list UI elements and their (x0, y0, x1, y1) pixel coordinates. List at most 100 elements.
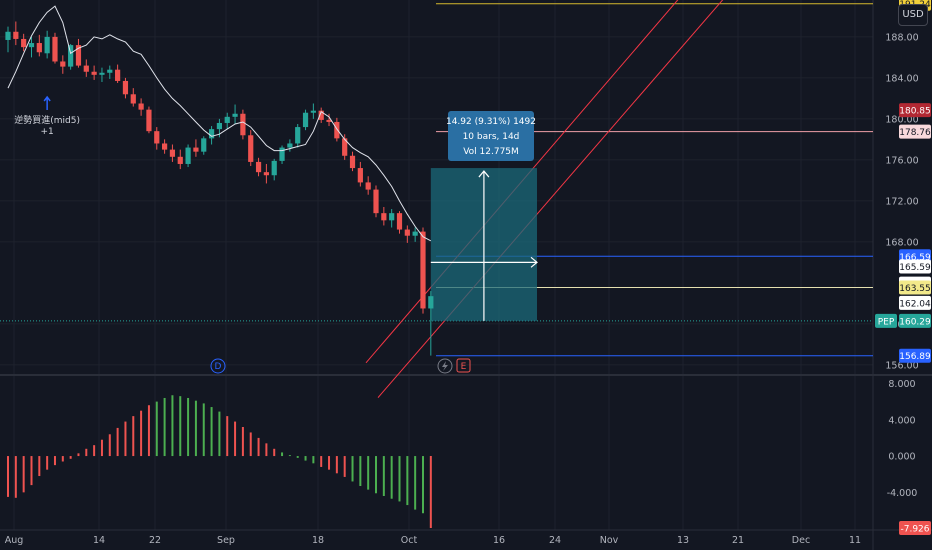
price-label (899, 295, 931, 310)
time-tick-label: 13 (677, 535, 689, 546)
candle-body (263, 172, 269, 176)
price-label (899, 103, 931, 118)
candle-body (412, 231, 418, 236)
candle-body (396, 213, 403, 230)
symbol-tag-label: PEP (878, 317, 895, 327)
measure-arrow-head (478, 170, 490, 178)
measure-arrow-head (530, 256, 538, 268)
candle-body (13, 31, 19, 39)
price-tick-label: 168.00 (885, 237, 918, 248)
candle-body (357, 168, 363, 183)
oscillator-tick-label: 0.000 (888, 452, 915, 463)
price-tick-label: 188.00 (885, 32, 918, 43)
candle-body (279, 147, 285, 161)
candle-body (310, 110, 316, 113)
candle-body (381, 213, 387, 221)
candle-body (420, 231, 426, 309)
time-tick-label: 18 (312, 535, 324, 546)
price-label (899, 313, 931, 328)
oscillator-last-label-text: -7.926 (900, 525, 929, 535)
candle-body (201, 138, 207, 152)
candle-body (177, 156, 183, 164)
price-tick-label: 172.00 (885, 196, 918, 207)
candle-body (60, 61, 66, 67)
candle-body (115, 69, 121, 81)
earnings-marker-label: E (461, 362, 467, 372)
candle-body (193, 147, 199, 152)
price-label-text: 180.85 (899, 107, 931, 117)
price-label-text: 156.89 (899, 352, 931, 362)
candle-body (271, 160, 277, 176)
candle-body (185, 147, 191, 164)
trend-line-lower (377, 0, 724, 398)
currency-button[interactable]: USD (898, 4, 928, 26)
candle-body (342, 138, 348, 156)
candle-body (36, 43, 42, 53)
symbol-tag (875, 313, 897, 328)
time-tick-label: 16 (493, 535, 505, 546)
candle-body (287, 143, 293, 148)
candle-body (146, 109, 152, 132)
price-label (899, 124, 931, 139)
candle-body (334, 121, 340, 139)
candle-body (75, 45, 82, 66)
price-label (899, 280, 931, 295)
dividend-marker (210, 358, 226, 374)
candle-body (44, 36, 50, 54)
indicator-value: +1 (41, 127, 54, 137)
candle-body (373, 189, 379, 214)
candle-body (130, 94, 136, 104)
chart-annotations: 逆勢買進(mid5)+1 D E (14, 95, 471, 374)
price-label-text: 160.29 (899, 317, 931, 327)
time-tick-label: 24 (549, 535, 561, 546)
candle-body (99, 72, 105, 75)
candle-body (349, 155, 356, 169)
price-tick-label: 176.00 (885, 155, 918, 166)
trend-channel[interactable] (365, 0, 735, 398)
price-label-text: 178.76 (899, 128, 931, 138)
time-tick-label: 22 (149, 535, 161, 546)
candle-body (232, 113, 238, 117)
measure-info-box (448, 111, 534, 161)
candle-body (404, 229, 410, 236)
measure-info-line: 10 bars, 14d (463, 132, 520, 142)
time-tick-label: Nov (600, 535, 619, 546)
time-tick-label: Sep (217, 535, 235, 546)
measure-tool[interactable]: 14.92 (9.31%) 1492 10 bars, 14d Vol 12.775… (430, 111, 538, 321)
measure-info-line: Vol 12.775M (463, 147, 519, 157)
price-label-text: 165.59 (899, 263, 931, 273)
indicator-label: 逆勢買進(mid5) (14, 114, 80, 126)
price-label-text: 166.59 (899, 253, 931, 263)
oscillator-tick-label: -4.000 (887, 488, 918, 499)
price-label (899, 259, 931, 274)
candle-body (91, 71, 97, 75)
measure-info-line: 14.92 (9.31%) 1492 (446, 117, 536, 127)
price-tick-label: 180.00 (885, 114, 918, 125)
candle-body (107, 69, 113, 73)
price-tick-label: 156.00 (885, 360, 918, 371)
candle-body (248, 135, 254, 162)
price-label-text: 163.55 (899, 284, 931, 294)
candle-body (208, 129, 215, 139)
candle-body (240, 113, 246, 136)
time-tick-label: Aug (5, 535, 24, 546)
candle-body (21, 38, 27, 48)
candle-body (302, 112, 309, 128)
candlestick-series (5, 21, 434, 356)
oscillator-last-label (899, 521, 931, 535)
time-tick-label: Oct (401, 535, 418, 546)
candle-body (224, 116, 230, 123)
earnings-marker (456, 358, 471, 373)
lightning-icon (442, 361, 448, 371)
buy-signal-arrow (43, 95, 51, 110)
time-tick-label: 21 (732, 535, 744, 546)
price-label-text: 162.04 (899, 299, 931, 309)
candle-body (68, 45, 74, 67)
candle-body (365, 182, 371, 190)
split-marker (437, 358, 453, 374)
candle-body (389, 213, 395, 221)
candle-body (154, 131, 160, 144)
time-tick-label: 14 (93, 535, 105, 546)
